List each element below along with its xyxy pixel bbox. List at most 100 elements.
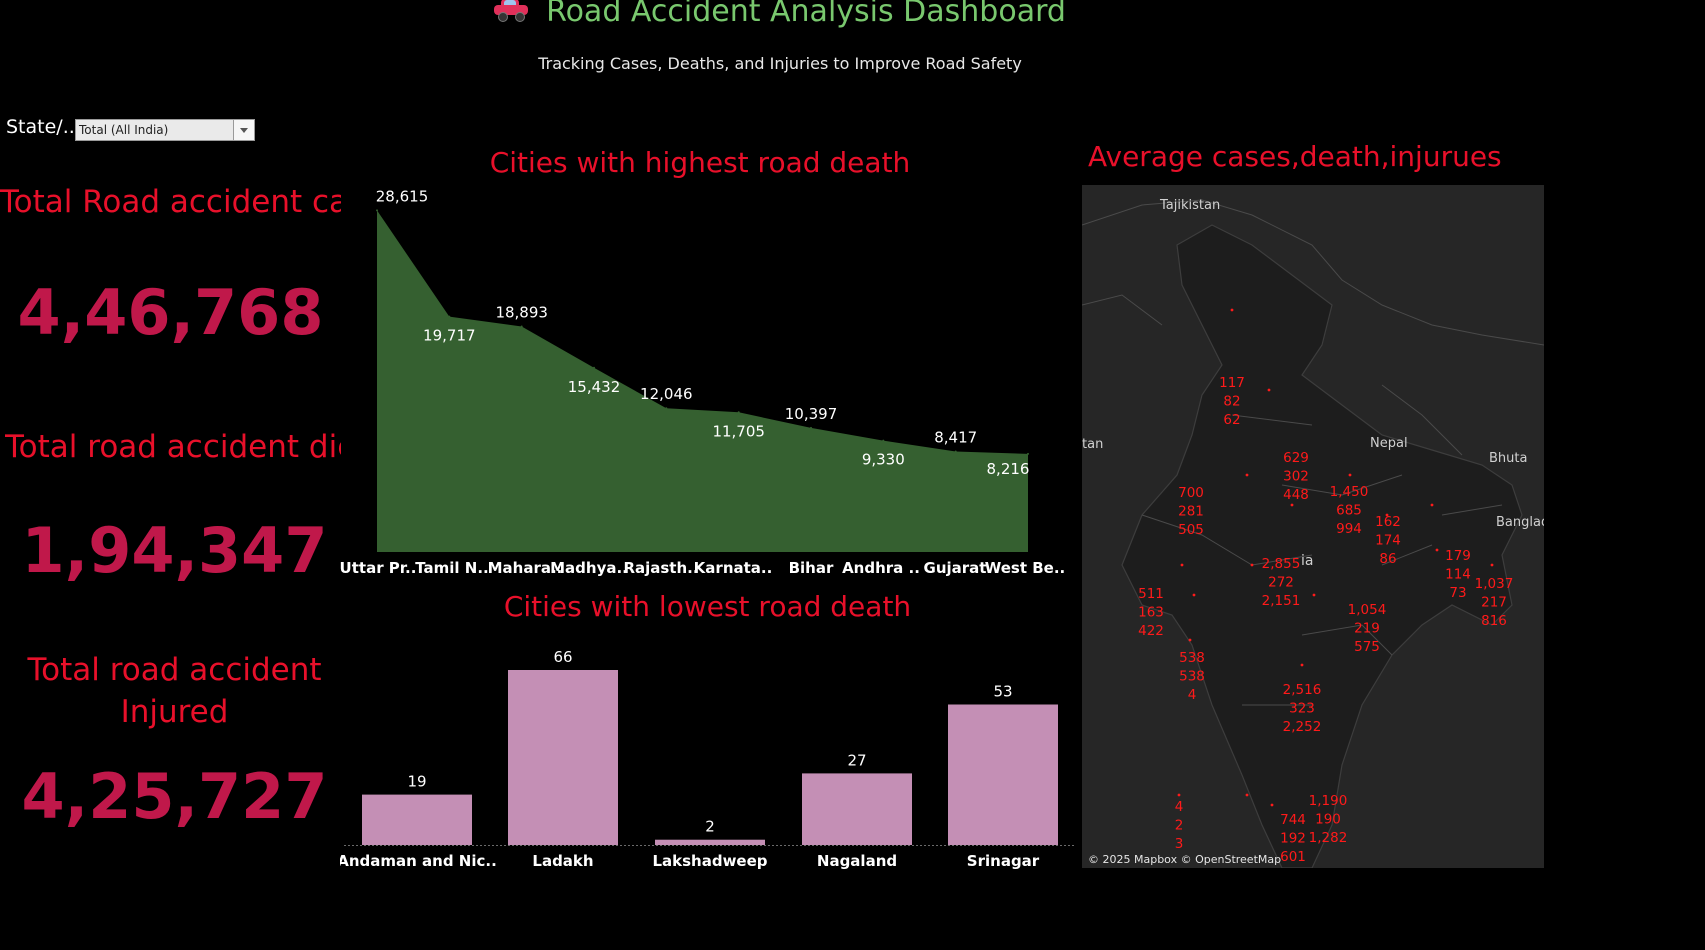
map-cluster-value: 511 bbox=[1138, 586, 1164, 602]
x-tick-label: Ladakh bbox=[532, 852, 593, 870]
map-cluster-value: 82 bbox=[1223, 394, 1240, 410]
kpi-injured-label-line2: Injured bbox=[120, 694, 229, 730]
map-cluster-value: 994 bbox=[1336, 521, 1362, 537]
map-cluster-value: 744 bbox=[1280, 812, 1306, 828]
kpi-injured-label-line1: Total road accident bbox=[27, 652, 322, 688]
map-cluster-value: 272 bbox=[1268, 575, 1294, 591]
highest-death-chart-title: Cities with highest road death bbox=[489, 146, 911, 179]
map-cluster-value: 1,282 bbox=[1309, 830, 1348, 846]
map-cluster-value: 114 bbox=[1445, 567, 1471, 583]
highest-death-area-chart[interactable]: 28,615 Uttar Pr.. 19,717 Tamil N.. 18,893 Mah… bbox=[340, 190, 1070, 585]
area-point bbox=[882, 439, 885, 442]
border-lines bbox=[1082, 199, 1544, 706]
map-cluster-value: 538 bbox=[1179, 669, 1205, 685]
map-cluster-value: 73 bbox=[1449, 585, 1466, 601]
x-tick-label: Madhya.. bbox=[550, 559, 628, 577]
map-cluster-value: 217 bbox=[1481, 595, 1507, 611]
map-cluster-value: 505 bbox=[1178, 522, 1204, 538]
dashboard-subtitle: Tracking Cases, Deaths, and Injuries to … bbox=[538, 54, 1022, 73]
map-cluster-value: 174 bbox=[1375, 533, 1401, 549]
state-filter-value: Total (All India) bbox=[79, 123, 169, 137]
x-tick-label: Karnata.. bbox=[694, 559, 773, 577]
map-cluster-value: 219 bbox=[1354, 621, 1380, 637]
map-canvas[interactable]: Tajikistan Nepal Bhuta Banglad tan ia 117 82 62… bbox=[1082, 185, 1544, 868]
kpi-cases-value: 4,46,768 bbox=[17, 276, 324, 349]
x-tick-label: Rajasth.. bbox=[623, 559, 698, 577]
area-point bbox=[376, 209, 378, 212]
data-label: 8,417 bbox=[934, 429, 977, 447]
map-cluster-value: 629 bbox=[1283, 450, 1309, 466]
map-cluster-value: 192 bbox=[1280, 831, 1306, 847]
map-title: Average cases,death,injurues bbox=[1088, 140, 1502, 173]
map-cluster-value: 685 bbox=[1336, 503, 1362, 519]
data-label: 19,717 bbox=[423, 327, 476, 345]
map-cluster-value: 190 bbox=[1315, 812, 1341, 828]
data-label: 15,432 bbox=[568, 378, 621, 396]
dropdown-button[interactable] bbox=[233, 120, 254, 140]
map-attribution[interactable]: © 2025 Mapbox © OpenStreetMap bbox=[1088, 853, 1282, 866]
area-point bbox=[665, 407, 668, 410]
map-cluster-value: 700 bbox=[1178, 485, 1204, 501]
map-cluster-value: 1,190 bbox=[1309, 793, 1348, 809]
map-place-label: Banglad bbox=[1496, 515, 1544, 530]
bar[interactable] bbox=[655, 839, 765, 845]
map-cluster-value: 2,516 bbox=[1283, 682, 1322, 698]
area-point bbox=[954, 450, 957, 453]
area-series[interactable] bbox=[377, 210, 1028, 552]
x-tick-label: Andhra .. bbox=[842, 559, 920, 577]
map-cluster-value: 1,450 bbox=[1330, 484, 1369, 500]
bar[interactable] bbox=[362, 794, 472, 845]
lowest-death-chart-title: Cities with lowest road death bbox=[503, 590, 912, 623]
map-cluster-value: 1,054 bbox=[1348, 602, 1387, 618]
map-place-label: Bhuta bbox=[1489, 451, 1527, 466]
map-cluster-value: 601 bbox=[1280, 849, 1306, 865]
data-label: 2 bbox=[705, 818, 715, 836]
map-cluster-value: 2,855 bbox=[1262, 556, 1301, 572]
x-tick-label: Uttar Pr.. bbox=[340, 559, 416, 577]
area-point bbox=[810, 426, 812, 429]
x-tick-label: Tamil N.. bbox=[415, 559, 489, 577]
map-cluster-value: 2,252 bbox=[1283, 719, 1322, 735]
area-point bbox=[520, 325, 523, 328]
india-map[interactable]: Tajikistan Nepal Bhuta Banglad tan ia 117 82 62… bbox=[1082, 185, 1544, 868]
data-label: 27 bbox=[847, 751, 866, 769]
area-point bbox=[1027, 452, 1029, 455]
map-cluster-value: 1,037 bbox=[1475, 576, 1514, 592]
bar[interactable] bbox=[508, 670, 618, 845]
map-cluster-value: 86 bbox=[1379, 551, 1396, 567]
chevron-down-icon bbox=[240, 128, 248, 133]
x-tick-label: Lakshadweep bbox=[652, 852, 767, 870]
area-point bbox=[593, 366, 595, 369]
map-cluster-value: 179 bbox=[1445, 548, 1471, 564]
dashboard-header: Road Accident Analysis Dashboard bbox=[0, 0, 1560, 29]
data-label: 66 bbox=[553, 648, 572, 666]
x-tick-label: Mahara.. bbox=[488, 559, 563, 577]
lowest-death-bar-chart[interactable]: 19 Andaman and Nic.. 66 Ladakh 2 Lakshadweep 2… bbox=[340, 640, 1080, 875]
map-cluster-value: 2 bbox=[1175, 818, 1184, 834]
map-cluster-value: 117 bbox=[1219, 375, 1245, 391]
map-cluster-value: 4 bbox=[1188, 687, 1197, 703]
map-place-label: Nepal bbox=[1370, 436, 1408, 451]
india-outline bbox=[1121, 224, 1523, 868]
kpi-injured-value: 4,25,727 bbox=[21, 760, 328, 833]
kpi-died-label: Total road accident died bbox=[5, 429, 341, 465]
bar[interactable] bbox=[802, 773, 912, 845]
data-label: 10,397 bbox=[785, 405, 838, 423]
state-filter-dropdown[interactable]: Total (All India) bbox=[75, 119, 255, 141]
data-label: 9,330 bbox=[862, 451, 905, 469]
map-place-label: tan bbox=[1082, 437, 1103, 452]
state-filter-label: State/.. bbox=[6, 116, 75, 138]
data-label: 8,216 bbox=[987, 460, 1030, 478]
map-cluster-value: 575 bbox=[1354, 639, 1380, 655]
data-label: 28,615 bbox=[376, 190, 429, 205]
map-cluster-value: 422 bbox=[1138, 623, 1164, 639]
map-cluster-value: 323 bbox=[1289, 701, 1315, 717]
bar[interactable] bbox=[948, 704, 1058, 846]
area-point bbox=[448, 315, 451, 318]
map-cluster-value: 816 bbox=[1481, 613, 1507, 629]
x-tick-label: Srinagar bbox=[967, 852, 1040, 870]
map-cluster-value: 448 bbox=[1283, 487, 1309, 503]
kpi-died-value: 1,94,347 bbox=[21, 514, 328, 587]
map-place-label: Tajikistan bbox=[1159, 198, 1220, 213]
city-dots bbox=[1177, 308, 1494, 807]
